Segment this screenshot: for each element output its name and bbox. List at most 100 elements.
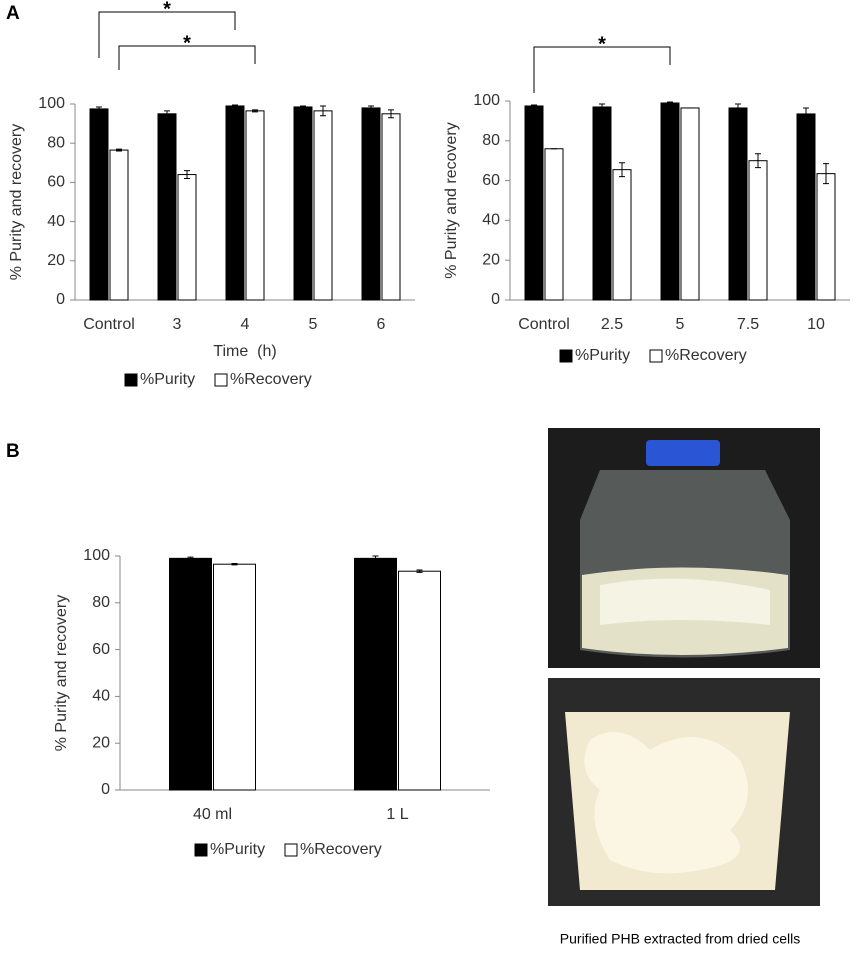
bar xyxy=(354,557,397,791)
panel-label: A xyxy=(6,3,20,24)
y-tick-label: 80 xyxy=(92,594,110,611)
significance-bracket xyxy=(118,45,256,70)
y-tick-label: 40 xyxy=(47,213,65,230)
bar xyxy=(213,563,256,791)
error-bar xyxy=(231,562,238,566)
legend-swatch xyxy=(649,349,663,363)
error-bar xyxy=(300,105,306,109)
bar xyxy=(177,174,197,301)
legend-swatch xyxy=(559,349,573,363)
bar xyxy=(169,557,212,791)
bar xyxy=(225,105,245,301)
significance-bracket xyxy=(533,46,671,93)
error-bar xyxy=(320,105,326,117)
error-bar xyxy=(368,105,374,111)
bar xyxy=(109,149,129,301)
x-tick-label: Control xyxy=(83,316,135,333)
y-tick-label: 80 xyxy=(482,132,500,149)
y-tick-label: 20 xyxy=(482,251,500,268)
error-bar xyxy=(735,103,741,113)
x-tick-label: 5 xyxy=(676,316,685,333)
bar xyxy=(748,160,768,301)
y-tick-label: 40 xyxy=(92,688,110,705)
error-bar xyxy=(164,110,170,118)
error-bar xyxy=(232,104,238,108)
x-tick-label: 2.5 xyxy=(601,316,623,333)
error-bar xyxy=(619,162,625,178)
bar xyxy=(524,105,544,301)
bar xyxy=(245,110,265,301)
bar xyxy=(313,110,333,301)
legend-swatch xyxy=(284,843,298,857)
x-tick-label: 10 xyxy=(807,316,825,333)
bar xyxy=(592,106,612,301)
significance-label: * xyxy=(163,0,171,20)
error-bar xyxy=(755,153,761,169)
y-tick-label: 20 xyxy=(92,734,110,751)
y-tick-label: 0 xyxy=(101,781,110,798)
bar xyxy=(381,113,401,301)
legend-swatch xyxy=(124,373,138,387)
x-tick-label: 40 ml xyxy=(193,806,232,823)
y-tick-label: 20 xyxy=(47,252,65,269)
significance-label: * xyxy=(598,33,606,55)
y-tick-label: 100 xyxy=(83,547,110,564)
y-tick-label: 40 xyxy=(482,212,500,229)
error-bar xyxy=(388,109,394,119)
bar xyxy=(157,113,177,301)
error-bar xyxy=(252,109,258,113)
x-tick-label: 6 xyxy=(377,316,386,333)
y-tick-label: 100 xyxy=(473,92,500,109)
bar xyxy=(398,570,441,791)
error-bar xyxy=(823,163,829,185)
bar xyxy=(89,108,109,301)
error-bar xyxy=(184,170,190,179)
x-tick-label: 4 xyxy=(241,316,250,333)
legend-label: %Recovery xyxy=(665,347,747,364)
error-bar xyxy=(667,101,673,105)
photo-bottle xyxy=(548,428,820,668)
legend-label: %Recovery xyxy=(230,371,312,388)
x-tick-label: 1 L xyxy=(386,806,408,823)
x-tick-label: 7.5 xyxy=(737,316,759,333)
error-bar xyxy=(116,148,122,152)
y-tick-label: 60 xyxy=(92,641,110,658)
bar xyxy=(612,169,632,301)
x-tick-label: 5 xyxy=(309,316,318,333)
photo-beaker xyxy=(548,678,820,906)
panel-label: B xyxy=(6,441,20,462)
y-tick-label: 60 xyxy=(47,174,65,191)
significance-label: * xyxy=(183,32,191,54)
legend-label: %Purity xyxy=(575,347,630,364)
x-tick-label: 3 xyxy=(173,316,182,333)
x-axis-label: Time (h) xyxy=(213,343,276,360)
x-tick-label: Control xyxy=(518,316,570,333)
legend-swatch xyxy=(214,373,228,387)
legend-swatch xyxy=(194,843,208,857)
y-tick-label: 0 xyxy=(56,291,65,308)
bar xyxy=(728,107,748,301)
y-axis-label: % Purity and recovery xyxy=(53,595,70,752)
error-bar xyxy=(372,555,379,562)
bar xyxy=(816,173,836,301)
bar xyxy=(660,102,680,301)
error-bar xyxy=(531,104,537,108)
y-tick-label: 60 xyxy=(482,172,500,189)
error-bar xyxy=(96,106,102,112)
y-axis-label: % Purity and recovery xyxy=(443,122,460,279)
y-tick-label: 0 xyxy=(491,291,500,308)
legend-label: %Recovery xyxy=(300,841,382,858)
legend-label: %Purity xyxy=(210,841,265,858)
bar xyxy=(293,106,313,301)
y-tick-label: 100 xyxy=(38,95,65,112)
legend-label: %Purity xyxy=(140,371,195,388)
bar xyxy=(796,113,816,301)
photo-caption: Purified PHB extracted from dried cells xyxy=(560,931,800,947)
error-bar xyxy=(416,569,423,573)
error-bar xyxy=(599,103,605,111)
significance-bracket xyxy=(98,11,236,58)
bar xyxy=(544,148,564,301)
error-bar xyxy=(187,556,194,561)
y-axis-label: % Purity and recovery xyxy=(8,124,25,281)
